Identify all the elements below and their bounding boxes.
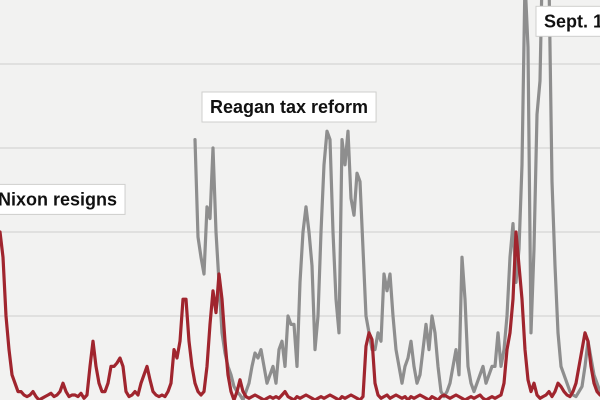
series-line-1 [0,230,600,400]
annotation-label: Nixon resigns [0,189,117,209]
annotation-0: Nixon resigns [0,183,126,215]
annotations: Nixon resigns Reagan tax reform Sept. 11 [0,5,600,215]
annotation-label: Reagan tax reform [210,97,368,117]
series-line-0 [193,0,600,400]
annotation-label: Sept. 11 [544,11,600,31]
annotation-1: Reagan tax reform [201,91,377,123]
annotation-box [201,91,377,123]
annotation-box [535,5,600,37]
annotation-2: Sept. 11 [535,5,600,37]
annotation-box [0,183,126,215]
